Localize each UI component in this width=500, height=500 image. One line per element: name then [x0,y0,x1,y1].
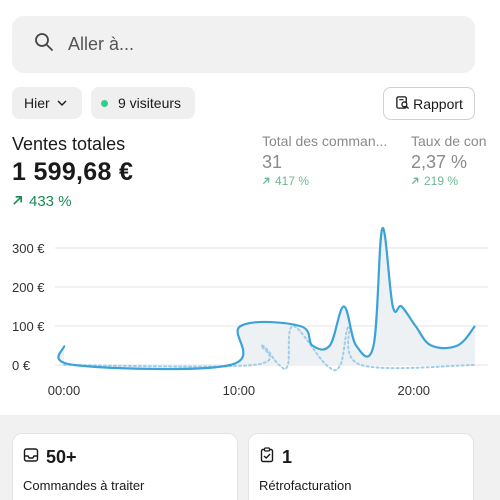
chevron-down-icon [50,95,67,111]
total-orders-metric[interactable]: Total des comman... 31 417 % [262,133,397,188]
orders-to-process-card[interactable]: 50+ Commandes à traiter [12,433,238,500]
x-tick-label: 20:00 [398,383,431,398]
conversion-rate-delta: 219 % [411,174,500,188]
clipboard-check-icon [259,447,282,468]
total-orders-label: Total des comman... [262,133,388,149]
search-input[interactable] [68,34,448,55]
total-orders-delta-value: 417 % [275,174,310,188]
arrow-up-right-icon [262,174,275,188]
conversion-rate-delta-value: 219 % [424,174,459,188]
arrow-up-right-icon [12,193,29,210]
conversion-rate-value: 2,37 % [411,152,468,172]
total-sales-delta-value: 433 % [29,193,72,210]
x-tick-label: 00:00 [48,383,81,398]
y-tick-label: 200 € [12,280,45,295]
report-icon [395,95,413,113]
total-orders-value: 31 [262,152,283,172]
report-button[interactable]: Rapport [383,87,475,120]
y-tick-label: 300 € [12,241,45,256]
visitors-chip[interactable]: 9 visiteurs [91,87,195,119]
total-sales-delta: 433 % [12,193,72,210]
comparison-series-line [63,324,476,372]
sales-chart[interactable]: 300 € 200 € 100 € 0 € 00:00 10:00 20:00 [0,225,500,405]
live-status-dot [101,99,108,107]
series-area [58,228,476,370]
orders-to-process-value: 50+ [46,447,77,467]
total-sales-value: 1 599,68 € [12,158,134,186]
search-bar[interactable] [12,16,475,73]
y-tick-label: 0 € [12,358,31,373]
y-tick-label: 100 € [12,319,45,334]
x-tick-label: 10:00 [223,383,256,398]
total-orders-delta: 417 % [262,174,397,188]
chargeback-card[interactable]: 1 Rétrofacturation [248,433,474,500]
visitors-label: 9 visiteurs [118,95,182,111]
chargeback-value: 1 [282,447,293,467]
date-filter-label: Hier [24,95,50,111]
sales-series-line [57,227,476,371]
conversion-rate-label: Taux de con [411,133,487,149]
conversion-rate-metric[interactable]: Taux de con 2,37 % 219 % [411,133,500,188]
orders-to-process-label: Commandes à traiter [23,478,145,493]
chargeback-label: Rétrofacturation [259,478,352,493]
date-filter-chip[interactable]: Hier [12,87,82,119]
inbox-icon [23,447,46,468]
search-icon [34,32,54,57]
total-sales-label: Ventes totales [12,134,126,154]
report-button-label: Rapport [413,95,463,112]
arrow-up-right-icon [411,174,424,188]
